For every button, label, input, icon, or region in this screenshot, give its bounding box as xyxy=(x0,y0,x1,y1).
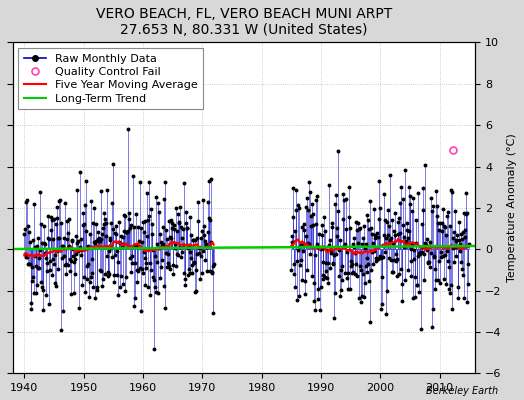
Legend: Raw Monthly Data, Quality Control Fail, Five Year Moving Average, Long-Term Tren: Raw Monthly Data, Quality Control Fail, … xyxy=(18,48,203,109)
Text: Berkeley Earth: Berkeley Earth xyxy=(425,386,498,396)
Y-axis label: Temperature Anomaly (°C): Temperature Anomaly (°C) xyxy=(507,134,517,282)
Title: VERO BEACH, FL, VERO BEACH MUNI ARPT
27.653 N, 80.331 W (United States): VERO BEACH, FL, VERO BEACH MUNI ARPT 27.… xyxy=(96,7,392,37)
